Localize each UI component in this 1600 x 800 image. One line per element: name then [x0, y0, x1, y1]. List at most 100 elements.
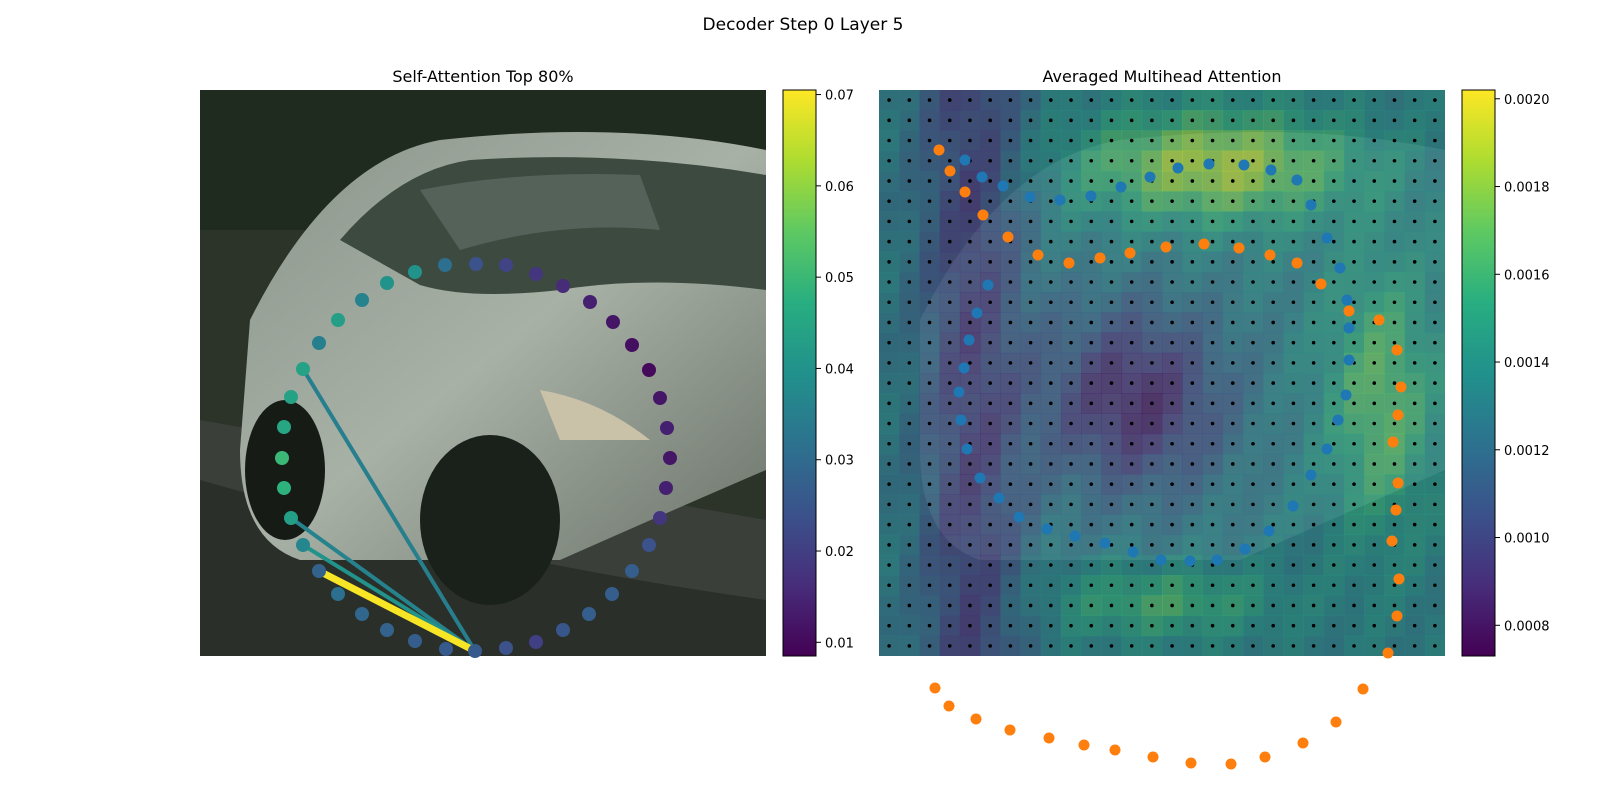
- grid-dot: [1008, 502, 1013, 507]
- grid-dot: [927, 543, 932, 547]
- grid-dot: [1129, 239, 1134, 244]
- grid-dot: [1433, 138, 1437, 143]
- grid-dot: [1210, 482, 1215, 486]
- grid-dot: [1089, 239, 1094, 244]
- grid-dot: [887, 361, 891, 365]
- reference-point: [659, 481, 673, 495]
- grid-dot: [1210, 98, 1215, 102]
- grid-dot: [1251, 158, 1255, 163]
- grid-dot: [1069, 239, 1073, 244]
- grid-dot: [1028, 522, 1033, 527]
- grid-dot: [1150, 583, 1154, 588]
- grid-dot: [1008, 199, 1013, 203]
- grid-dot: [1028, 98, 1033, 102]
- grid-dot: [1433, 441, 1437, 446]
- grid-dot: [947, 644, 952, 648]
- grid-dot: [1109, 300, 1114, 305]
- grid-dot: [1190, 361, 1195, 365]
- grid-dot: [1008, 138, 1013, 143]
- grid-dot: [1109, 179, 1114, 183]
- blue-point: [1041, 523, 1053, 535]
- grid-dot: [1372, 361, 1377, 365]
- grid-dot: [1049, 603, 1053, 608]
- grid-dot: [1129, 340, 1134, 345]
- grid-dot: [1129, 361, 1134, 365]
- grid-dot: [1392, 219, 1397, 224]
- grid-dot: [1170, 623, 1174, 628]
- grid-dot: [927, 340, 932, 345]
- grid-dot: [988, 179, 992, 183]
- grid-dot: [1271, 462, 1275, 466]
- grid-dot: [1028, 179, 1033, 183]
- grid-dot: [1150, 563, 1154, 567]
- reference-point: [529, 267, 543, 281]
- grid-dot: [1230, 603, 1235, 608]
- grid-dot: [1412, 644, 1417, 648]
- orange-point: [1382, 647, 1394, 659]
- grid-dot: [1109, 239, 1114, 244]
- grid-dot: [927, 260, 932, 264]
- orange-point: [1373, 314, 1385, 326]
- grid-dot: [1251, 502, 1255, 507]
- grid-dot: [1352, 543, 1356, 547]
- grid-dot: [1008, 179, 1013, 183]
- grid-dot: [988, 118, 992, 123]
- grid-dot: [1089, 260, 1094, 264]
- grid-dot: [1230, 421, 1235, 426]
- grid-dot: [1352, 401, 1356, 406]
- grid-dot: [988, 219, 992, 224]
- grid-dot: [1352, 118, 1356, 123]
- grid-dot: [1170, 522, 1174, 527]
- grid-dot: [1291, 199, 1296, 203]
- grid-dot: [1109, 340, 1114, 345]
- grid-dot: [1049, 401, 1053, 406]
- grid-dot: [1332, 138, 1336, 143]
- grid-dot: [1008, 340, 1013, 345]
- grid-dot: [1089, 280, 1094, 284]
- grid-dot: [988, 603, 992, 608]
- grid-dot: [1089, 361, 1094, 365]
- grid-dot: [1210, 401, 1215, 406]
- grid-dot: [1089, 482, 1094, 486]
- grid-dot: [1230, 280, 1235, 284]
- grid-dot: [1352, 98, 1356, 102]
- orange-point: [929, 682, 941, 694]
- grid-dot: [1311, 340, 1316, 345]
- figure-suptitle: Decoder Step 0 Layer 5: [703, 15, 904, 35]
- reference-point: [380, 623, 394, 637]
- grid-dot: [907, 199, 912, 203]
- grid-dot: [1028, 502, 1033, 507]
- grid-dot: [947, 179, 952, 183]
- grid-dot: [1008, 401, 1013, 406]
- colorbar-tick-label: 0.07: [825, 89, 854, 104]
- grid-dot: [1089, 219, 1094, 224]
- grid-dot: [1049, 502, 1053, 507]
- grid-dot: [1049, 462, 1053, 466]
- grid-dot: [1109, 441, 1114, 446]
- colorbar-tick-label: 0.0018: [1504, 181, 1550, 196]
- grid-dot: [887, 381, 891, 385]
- left-panel: Self-Attention Top 80% 0.010.020.030.040…: [200, 67, 854, 658]
- grid-dot: [968, 280, 972, 284]
- grid-dot: [1412, 421, 1417, 426]
- grid-dot: [1028, 462, 1033, 466]
- grid-dot: [1109, 158, 1114, 163]
- grid-dot: [1069, 199, 1073, 203]
- grid-dot: [1352, 199, 1356, 203]
- orange-point: [1032, 249, 1044, 261]
- blue-point: [1305, 469, 1317, 481]
- grid-dot: [1210, 179, 1215, 183]
- grid-dot: [1251, 421, 1255, 426]
- grid-dot: [1291, 563, 1296, 567]
- grid-dot: [968, 300, 972, 305]
- grid-dot: [1433, 502, 1437, 507]
- grid-dot: [1291, 522, 1296, 527]
- right-colorbar-gradient: [1461, 89, 1496, 657]
- grid-dot: [1412, 462, 1417, 466]
- grid-dot: [1150, 340, 1154, 345]
- grid-dot: [1069, 644, 1073, 648]
- grid-dot: [927, 381, 932, 385]
- grid-dot: [1069, 543, 1073, 547]
- grid-dot: [1392, 320, 1397, 325]
- blue-point: [1321, 232, 1333, 244]
